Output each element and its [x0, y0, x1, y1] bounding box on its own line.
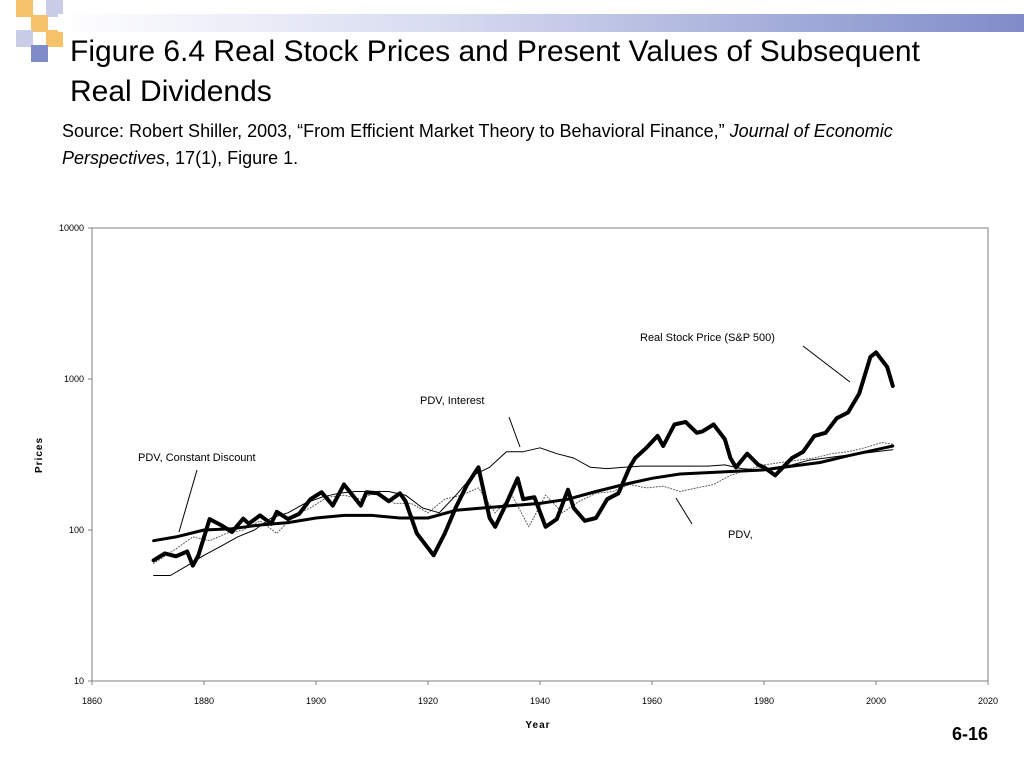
x-tick-label: 1940: [530, 696, 550, 706]
y-tick-label: 10: [74, 676, 84, 686]
source-citation: Source: Robert Shiller, 2003, “From Effi…: [62, 118, 1002, 172]
annotation-pdv-interest: PDV, Interest: [420, 395, 484, 407]
series-line-pdv-constant-discount: [152, 444, 895, 543]
slide-number: 6-16: [951, 724, 988, 744]
leader-pdv-interest: [508, 416, 521, 448]
decor-square-3: [31, 15, 48, 32]
y-axis-title: Prices: [34, 437, 45, 473]
series-line-real-stock-price: [151, 350, 895, 568]
source-text: Source: Robert Shiller, 2003, “From Effi…: [62, 121, 730, 141]
x-tick-label: 1900: [306, 696, 326, 706]
series-line-pdv-consumption: [153, 442, 894, 564]
header-gradient-bar: [58, 14, 1024, 32]
x-tick-label: 1860: [82, 696, 102, 706]
x-tick-label: 1960: [642, 696, 662, 706]
slide-title: Figure 6.4 Real Stock Prices and Present…: [70, 35, 920, 108]
y-tick-label: 10000: [59, 223, 84, 233]
annotation-real-stock-price: Real Stock Price (S&P 500): [640, 332, 775, 344]
x-tick-label: 1980: [754, 696, 774, 706]
leader-pdv-constant: [178, 469, 198, 533]
x-axis-title: Year: [525, 720, 550, 731]
y-axis-ticks: 10 100 1000 10000: [59, 223, 92, 686]
annotation-pdv-constant-discount: PDV, Constant Discount: [138, 452, 256, 464]
series-layer: [151, 350, 895, 576]
x-tick-label: 1920: [418, 696, 438, 706]
y-tick-label: 100: [69, 525, 84, 535]
x-tick-label: 2020: [978, 696, 998, 706]
decor-square-1: [16, 0, 33, 17]
decor-square-4: [16, 30, 33, 47]
x-axis-ticks: 1860 1880 1900 1920 1940 1960 1980 2000 2020: [82, 681, 998, 706]
leader-real-stock: [802, 345, 851, 383]
annotation-pdv: PDV,: [728, 529, 753, 541]
source-tail: , 17(1), Figure 1.: [165, 148, 299, 168]
source-journal: Journal of Economic Perspectives: [62, 121, 893, 168]
y-tick-label: 1000: [64, 374, 84, 384]
decor-square-2: [46, 0, 63, 17]
decor-square-6: [31, 45, 48, 62]
leader-pdv: [675, 497, 693, 525]
decor-square-5: [46, 30, 63, 47]
x-tick-label: 2000: [866, 696, 886, 706]
x-tick-label: 1880: [194, 696, 214, 706]
